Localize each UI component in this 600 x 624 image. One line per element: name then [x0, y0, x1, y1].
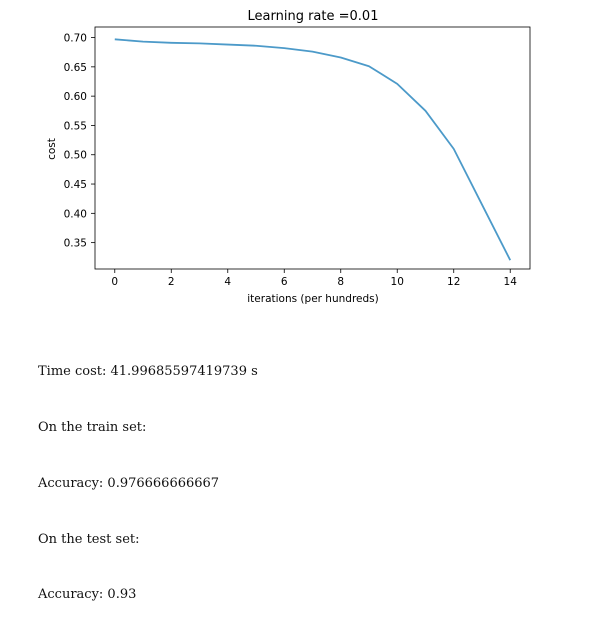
x-tick-label: 10	[391, 276, 404, 288]
y-tick-label: 0.50	[64, 150, 87, 162]
y-tick-label: 0.65	[64, 62, 87, 74]
x-tick-label: 6	[281, 276, 288, 288]
x-tick-label: 0	[111, 276, 118, 288]
y-tick-label: 0.35	[64, 238, 87, 250]
y-axis-label: cost	[46, 138, 58, 160]
x-tick-label: 8	[337, 276, 344, 288]
output-line-train-accuracy: Accuracy: 0.976666666667	[38, 475, 258, 494]
x-tick-label: 2	[168, 276, 175, 288]
chart-title: Learning rate =0.01	[248, 9, 379, 24]
y-tick-label: 0.45	[64, 179, 87, 191]
output-line-test-accuracy: Accuracy: 0.93	[38, 586, 258, 605]
x-tick-label: 14	[504, 276, 518, 288]
plot-frame	[95, 27, 530, 269]
output-line-test-header: On the test set:	[38, 531, 258, 550]
y-tick-label: 0.40	[64, 208, 87, 220]
console-output: Time cost: 41.99685597419739 s On the tr…	[38, 326, 258, 624]
x-tick-label: 12	[447, 276, 460, 288]
x-tick-label: 4	[224, 276, 231, 288]
x-axis-label: iterations (per hundreds)	[247, 293, 378, 305]
cost-series-line	[115, 39, 510, 260]
plot-axes: 0 2 4 6 8 10 12 14 0.35 0.40 0.45 0.50 0.55 0.60 0.65 0…	[64, 27, 530, 288]
y-tick-label: 0.60	[64, 91, 87, 103]
output-line-time-cost: Time cost: 41.99685597419739 s	[38, 363, 258, 382]
y-tick-label: 0.70	[64, 33, 87, 45]
y-tick-label: 0.55	[64, 120, 87, 132]
